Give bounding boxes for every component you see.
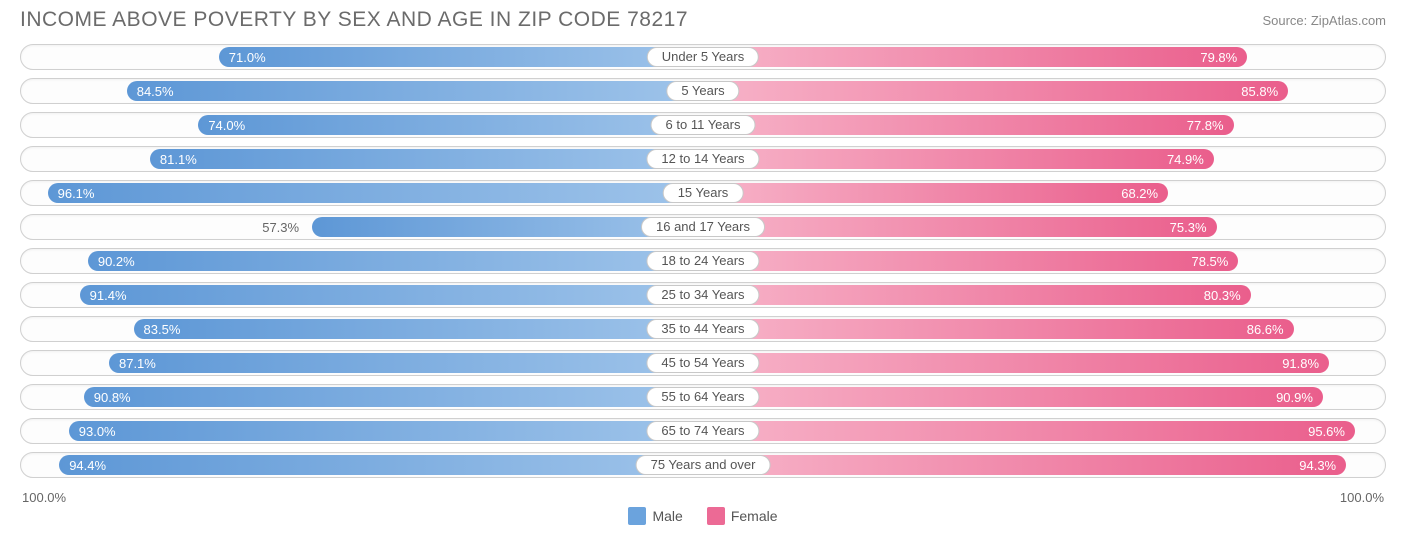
bar-male: 93.0% — [69, 421, 703, 441]
bar-female-value: 85.8% — [1241, 84, 1278, 99]
chart-row: 57.3% 75.3% 16 and 17 Years — [20, 214, 1386, 240]
bar-female-value: 91.8% — [1282, 356, 1319, 371]
bar-female-value: 75.3% — [1170, 220, 1207, 235]
age-label: 6 to 11 Years — [651, 115, 756, 135]
bar-female-value: 77.8% — [1187, 118, 1224, 133]
bar-female: 75.3% — [703, 217, 1217, 237]
bar-female: 80.3% — [703, 285, 1251, 305]
chart-row: 90.2% 78.5% 18 to 24 Years — [20, 248, 1386, 274]
age-label: 55 to 64 Years — [646, 387, 759, 407]
bar-male-value: 57.3% — [262, 220, 299, 235]
chart-footer: 100.0% 100.0% Male Female — [0, 486, 1406, 525]
age-label: 18 to 24 Years — [646, 251, 759, 271]
axis-right: 100.0% — [1340, 490, 1384, 505]
chart-row: 94.4% 94.3% 75 Years and over — [20, 452, 1386, 478]
bar-male: 90.2% — [88, 251, 703, 271]
axis-left: 100.0% — [22, 490, 66, 505]
chart-row: 87.1% 91.8% 45 to 54 Years — [20, 350, 1386, 376]
axis-labels: 100.0% 100.0% — [0, 486, 1406, 505]
chart-header: INCOME ABOVE POVERTY BY SEX AND AGE IN Z… — [0, 0, 1406, 44]
legend-female: Female — [707, 507, 778, 525]
bar-male: 71.0% — [219, 47, 703, 67]
bar-male: 91.4% — [80, 285, 703, 305]
chart-source: Source: ZipAtlas.com — [1262, 13, 1386, 28]
age-label: 25 to 34 Years — [646, 285, 759, 305]
chart-row: 83.5% 86.6% 35 to 44 Years — [20, 316, 1386, 342]
bar-female-value: 95.6% — [1308, 424, 1345, 439]
bar-male-value: 71.0% — [229, 50, 266, 65]
bar-female-value: 94.3% — [1299, 458, 1336, 473]
chart-row: 84.5% 85.8% 5 Years — [20, 78, 1386, 104]
swatch-female — [707, 507, 725, 525]
bar-female-value: 68.2% — [1121, 186, 1158, 201]
age-label: 75 Years and over — [636, 455, 771, 475]
bar-male-value: 90.2% — [98, 254, 135, 269]
bar-female-value: 74.9% — [1167, 152, 1204, 167]
chart-row: 74.0% 77.8% 6 to 11 Years — [20, 112, 1386, 138]
bar-male: 96.1% — [48, 183, 703, 203]
bar-male-value: 96.1% — [58, 186, 95, 201]
bar-female: 91.8% — [703, 353, 1329, 373]
age-label: 65 to 74 Years — [646, 421, 759, 441]
bar-male-value: 91.4% — [90, 288, 127, 303]
bar-female-value: 79.8% — [1200, 50, 1237, 65]
bar-male: 74.0% — [198, 115, 703, 135]
age-label: 16 and 17 Years — [641, 217, 765, 237]
age-label: 35 to 44 Years — [646, 319, 759, 339]
bar-male-value: 83.5% — [144, 322, 181, 337]
bar-female: 90.9% — [703, 387, 1323, 407]
bar-female-value: 78.5% — [1191, 254, 1228, 269]
bar-female: 86.6% — [703, 319, 1294, 339]
chart-row: 91.4% 80.3% 25 to 34 Years — [20, 282, 1386, 308]
bar-male-value: 87.1% — [119, 356, 156, 371]
bar-female: 85.8% — [703, 81, 1288, 101]
bar-male: 84.5% — [127, 81, 703, 101]
bar-female: 68.2% — [703, 183, 1168, 203]
bar-male: 87.1% — [109, 353, 703, 373]
legend-male-label: Male — [652, 508, 682, 524]
age-label: 5 Years — [666, 81, 739, 101]
bar-male: 81.1% — [150, 149, 703, 169]
bar-male-value: 84.5% — [137, 84, 174, 99]
legend-male: Male — [628, 507, 682, 525]
bar-male: 83.5% — [134, 319, 703, 339]
chart-row: 93.0% 95.6% 65 to 74 Years — [20, 418, 1386, 444]
bar-female: 77.8% — [703, 115, 1234, 135]
bar-male-value: 74.0% — [208, 118, 245, 133]
bar-female-value: 86.6% — [1247, 322, 1284, 337]
chart-row: 96.1% 68.2% 15 Years — [20, 180, 1386, 206]
bar-female: 74.9% — [703, 149, 1214, 169]
age-label: 12 to 14 Years — [646, 149, 759, 169]
legend-female-label: Female — [731, 508, 778, 524]
age-label: 45 to 54 Years — [646, 353, 759, 373]
swatch-male — [628, 507, 646, 525]
chart-row: 71.0% 79.8% Under 5 Years — [20, 44, 1386, 70]
chart-title: INCOME ABOVE POVERTY BY SEX AND AGE IN Z… — [20, 8, 688, 32]
chart-area: 71.0% 79.8% Under 5 Years 84.5% 85.8% 5 Years… — [0, 44, 1406, 478]
legend: Male Female — [0, 507, 1406, 525]
age-label: 15 Years — [663, 183, 744, 203]
bar-female: 78.5% — [703, 251, 1238, 271]
bar-male: 90.8% — [84, 387, 703, 407]
bar-female: 94.3% — [703, 455, 1346, 475]
bar-male-value: 93.0% — [79, 424, 116, 439]
bar-female-value: 90.9% — [1276, 390, 1313, 405]
bar-female-value: 80.3% — [1204, 288, 1241, 303]
age-label: Under 5 Years — [647, 47, 759, 67]
bar-male-value: 90.8% — [94, 390, 131, 405]
bar-male-value: 94.4% — [69, 458, 106, 473]
bar-male-value: 81.1% — [160, 152, 197, 167]
chart-row: 81.1% 74.9% 12 to 14 Years — [20, 146, 1386, 172]
bar-male: 94.4% — [59, 455, 703, 475]
chart-row: 90.8% 90.9% 55 to 64 Years — [20, 384, 1386, 410]
bar-female: 79.8% — [703, 47, 1247, 67]
bar-female: 95.6% — [703, 421, 1355, 441]
